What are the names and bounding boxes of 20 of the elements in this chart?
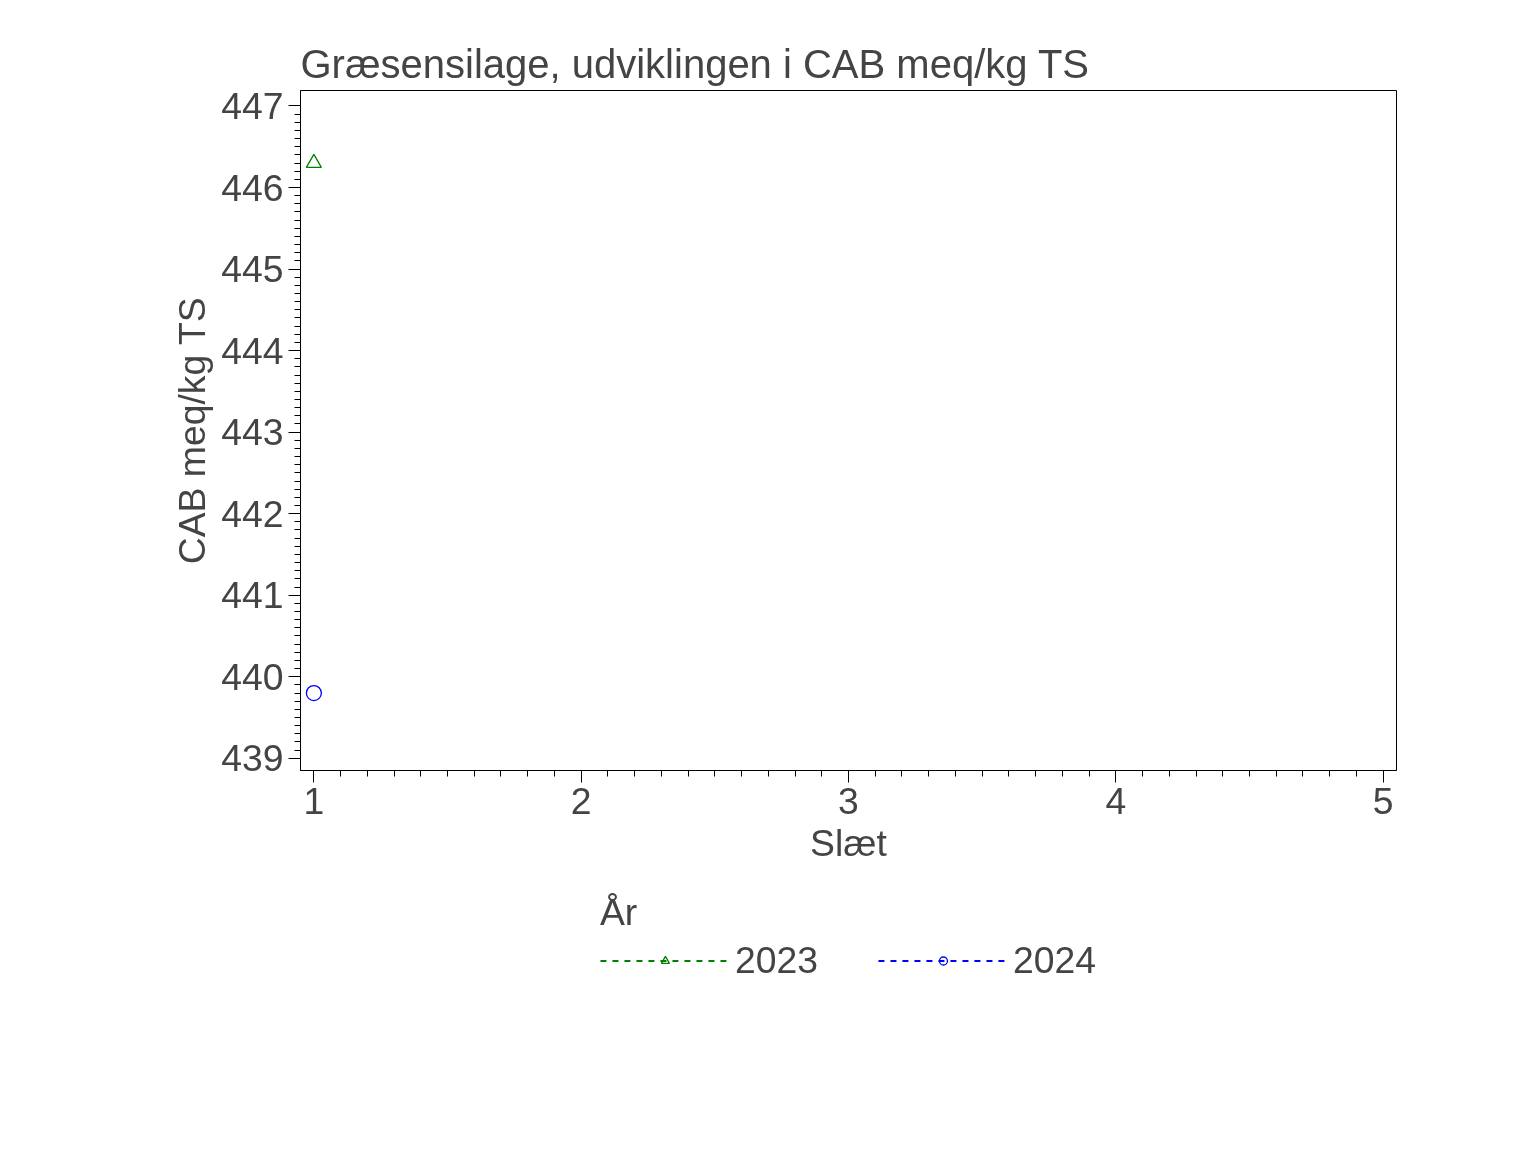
legend-label: 2023: [734, 938, 818, 982]
y-tick-label: 442: [221, 492, 284, 535]
x-tick-label: 5: [1372, 779, 1394, 822]
y-tick-label: 447: [221, 84, 284, 127]
legend-label: 2024: [1013, 938, 1097, 982]
x-tick-label: 4: [1105, 779, 1127, 822]
x-tick-label: 2: [570, 779, 592, 822]
x-tick-label: 3: [838, 779, 859, 822]
y-axis-title: CAB meq/kg TS: [171, 297, 214, 565]
y-tick-label: 441: [221, 574, 284, 617]
y-tick-label: 445: [221, 248, 284, 291]
legend-title: År: [599, 890, 639, 934]
chart-title: Græsensilage, udviklingen i CAB meq/kg TS: [300, 41, 1090, 86]
x-tick-label: 1: [303, 779, 325, 822]
x-axis-title: Slæt: [810, 821, 888, 864]
y-tick-label: 440: [221, 655, 284, 698]
y-tick-label: 444: [221, 329, 284, 372]
y-tick-label: 443: [221, 411, 284, 454]
y-tick-label: 446: [221, 166, 284, 209]
y-tick-label: 439: [221, 737, 284, 780]
